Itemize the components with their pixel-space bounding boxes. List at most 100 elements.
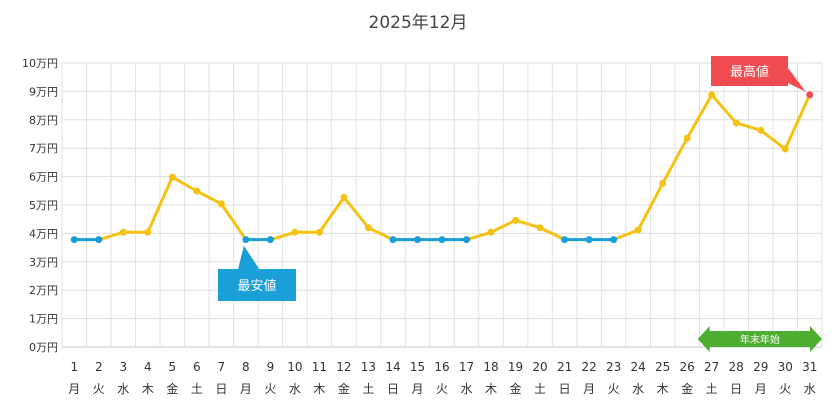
data-point-day-8	[242, 236, 250, 244]
data-point-day-31	[806, 91, 814, 99]
x-tick-weekday: 火	[436, 382, 448, 396]
x-tick-day: 3	[119, 360, 127, 374]
y-tick-label: 7万円	[29, 142, 58, 155]
data-point-day-11	[315, 228, 323, 236]
lowest-callout-label: 最安値	[237, 278, 276, 294]
highest-callout-box	[711, 56, 788, 86]
x-tick-day: 31	[802, 360, 817, 374]
x-tick-weekday: 水	[289, 382, 301, 396]
x-tick-day: 21	[557, 360, 572, 374]
x-tick-weekday: 水	[632, 382, 644, 396]
x-tick-day: 23	[606, 360, 621, 374]
x-tick-day: 30	[778, 360, 793, 374]
x-tick-day: 1	[70, 360, 78, 374]
data-point-day-5	[168, 173, 176, 181]
data-point-day-6	[193, 187, 201, 195]
x-tick-day: 15	[410, 360, 425, 374]
x-tick-day: 20	[532, 360, 547, 374]
data-point-day-25	[659, 179, 667, 187]
x-tick-day: 19	[508, 360, 523, 374]
price-points	[70, 91, 814, 244]
y-tick-label: 4万円	[29, 227, 58, 240]
x-tick-weekday: 日	[215, 382, 227, 396]
x-tick-day: 5	[169, 360, 177, 374]
x-tick-day: 10	[287, 360, 302, 374]
x-axis-ticks: 1月2火3水4木5金6土7日8月9火10水11木12金13土14日15月16火1…	[68, 360, 817, 396]
range-label: 年末年始	[740, 333, 780, 346]
data-point-day-3	[119, 228, 127, 236]
chart-title: 2025年12月	[369, 13, 468, 33]
y-axis-ticks: 0万円 1万円 2万円 3万円 4万円 5万円 6万円 7万円 8万円 9万円 10万円	[22, 57, 58, 354]
x-tick-day: 8	[242, 360, 250, 374]
x-tick-weekday: 火	[93, 382, 105, 396]
data-point-day-12	[340, 193, 348, 201]
data-point-day-13	[364, 224, 372, 232]
y-tick-label: 1万円	[29, 313, 58, 326]
x-tick-weekday: 水	[804, 382, 816, 396]
x-tick-weekday: 月	[583, 382, 595, 396]
year-end-range-marker: 年末年始	[697, 326, 822, 352]
x-tick-weekday: 金	[166, 381, 178, 396]
x-tick-weekday: 火	[608, 382, 620, 396]
range-arrow	[697, 326, 822, 352]
data-point-day-19	[512, 216, 520, 224]
lowest-callout-box	[218, 269, 296, 301]
x-tick-weekday: 木	[485, 382, 497, 396]
x-tick-day: 27	[704, 360, 719, 374]
x-tick-day: 26	[680, 360, 695, 374]
data-point-day-2	[95, 236, 103, 244]
x-tick-weekday: 日	[559, 382, 571, 396]
data-point-day-20	[536, 224, 544, 232]
y-tick-label: 2万円	[29, 284, 58, 297]
data-point-day-29	[757, 126, 765, 134]
x-tick-day: 18	[483, 360, 498, 374]
data-point-day-4	[144, 228, 152, 236]
x-tick-weekday: 金	[510, 381, 522, 396]
data-point-day-16	[438, 236, 446, 244]
x-tick-weekday: 金	[338, 381, 350, 396]
x-tick-day: 12	[336, 360, 351, 374]
data-point-day-28	[732, 119, 740, 127]
data-point-day-27	[708, 91, 716, 99]
annotations: 最安値 最高値	[218, 56, 806, 301]
x-tick-day: 24	[630, 360, 645, 374]
x-tick-day: 6	[193, 360, 201, 374]
y-tick-label: 6万円	[29, 171, 58, 184]
data-point-day-22	[585, 236, 593, 244]
data-point-day-14	[389, 236, 397, 244]
highest-callout-pointer	[782, 60, 806, 92]
x-tick-day: 7	[218, 360, 226, 374]
x-tick-day: 9	[267, 360, 275, 374]
y-tick-label: 8万円	[29, 114, 58, 127]
x-tick-day: 14	[385, 360, 400, 374]
data-point-day-24	[634, 226, 642, 234]
x-tick-weekday: 木	[657, 382, 669, 396]
x-tick-day: 2	[95, 360, 103, 374]
data-point-day-1	[70, 236, 78, 244]
x-tick-weekday: 月	[68, 382, 80, 396]
data-point-day-15	[413, 236, 421, 244]
y-tick-label: 3万円	[29, 256, 58, 269]
y-tick-label: 10万円	[22, 57, 58, 70]
x-tick-weekday: 金	[681, 381, 693, 396]
y-tick-label: 5万円	[29, 199, 58, 212]
x-tick-weekday: 月	[755, 382, 767, 396]
data-point-day-21	[561, 236, 569, 244]
data-point-day-7	[217, 200, 225, 208]
y-tick-label: 0万円	[29, 341, 58, 354]
x-tick-day: 25	[655, 360, 670, 374]
x-tick-weekday: 土	[362, 382, 374, 396]
x-tick-weekday: 水	[117, 382, 129, 396]
data-point-day-17	[463, 236, 471, 244]
x-tick-day: 13	[361, 360, 376, 374]
x-tick-weekday: 土	[534, 382, 546, 396]
data-point-day-26	[683, 134, 691, 142]
x-tick-weekday: 水	[461, 382, 473, 396]
x-tick-weekday: 日	[730, 382, 742, 396]
data-point-day-23	[610, 236, 618, 244]
lowest-callout-pointer	[237, 245, 260, 270]
x-tick-day: 28	[729, 360, 744, 374]
x-tick-weekday: 火	[264, 382, 276, 396]
y-tick-label: 9万円	[29, 85, 58, 98]
